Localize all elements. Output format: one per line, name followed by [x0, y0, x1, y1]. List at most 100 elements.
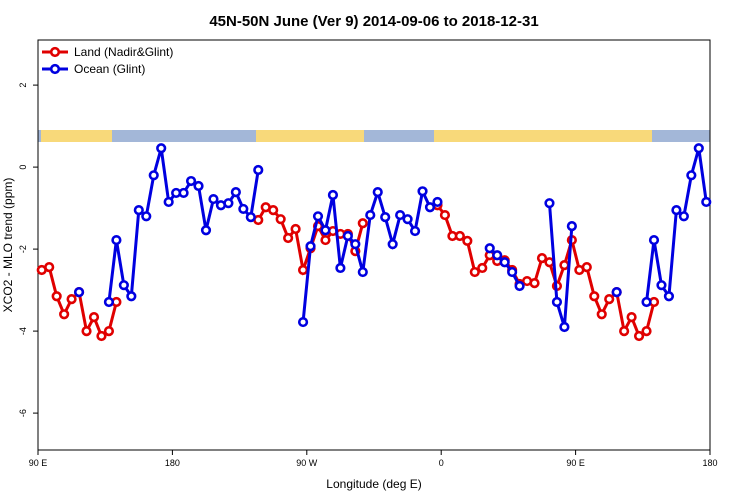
data-point — [596, 309, 607, 320]
data-point — [633, 330, 645, 342]
data-point — [499, 257, 510, 268]
data-point — [514, 280, 525, 292]
data-point — [454, 230, 465, 242]
data-point — [103, 296, 115, 308]
data-point — [223, 198, 234, 209]
x-tick-label: 90 E — [566, 458, 585, 468]
data-point — [559, 321, 570, 333]
data-point — [350, 239, 361, 250]
data-point — [626, 312, 637, 323]
data-point — [656, 280, 667, 291]
data-point — [118, 280, 129, 291]
series-line — [107, 147, 708, 328]
data-point — [148, 170, 159, 181]
legend-label: Land (Nadir&Glint) — [74, 45, 173, 59]
y-tick-label: 0 — [18, 165, 28, 170]
data-point — [671, 205, 682, 216]
data-point — [193, 180, 204, 192]
data-point — [163, 196, 174, 208]
data-point — [59, 309, 70, 320]
y-axis-label: XCO2 - MLO trend (ppm) — [1, 178, 15, 313]
data-point — [648, 234, 660, 246]
data-point — [619, 326, 630, 337]
data-point — [469, 266, 480, 278]
data-point — [492, 250, 503, 261]
data-point — [200, 225, 212, 236]
y-tick-label: -2 — [18, 245, 28, 253]
data-point — [290, 223, 301, 235]
data-point — [342, 230, 353, 242]
data-point — [238, 203, 249, 215]
data-point — [544, 198, 555, 209]
chart-title: 45N-50N June (Ver 9) 2014-09-06 to 2018-… — [209, 13, 538, 30]
data-point — [432, 196, 443, 208]
data-point — [275, 214, 286, 225]
data-point — [357, 218, 368, 229]
legend-marker — [49, 63, 61, 75]
x-tick-label: 0 — [439, 458, 444, 468]
data-point — [477, 262, 488, 274]
data-point — [297, 316, 309, 328]
x-axis-label: Longitude (deg E) — [326, 477, 421, 491]
data-point — [686, 170, 697, 181]
data-point — [320, 234, 331, 246]
x-tick-label: 90 E — [29, 458, 48, 468]
data-point — [484, 243, 495, 254]
data-point — [305, 241, 316, 252]
data-point — [507, 266, 518, 278]
data-point — [51, 291, 62, 302]
data-point — [611, 287, 622, 298]
data-point — [245, 212, 256, 223]
data-point — [402, 214, 413, 225]
legend-label: Ocean (Glint) — [74, 62, 145, 76]
data-point — [424, 202, 436, 213]
data-point — [693, 143, 704, 154]
data-point — [641, 326, 652, 337]
data-point — [395, 209, 406, 221]
land-ocean-strip — [38, 130, 710, 142]
data-point — [536, 253, 548, 264]
data-point — [701, 196, 712, 208]
data-point — [111, 234, 122, 246]
data-point — [268, 205, 279, 216]
data-point — [372, 187, 383, 198]
data-point — [566, 221, 577, 232]
y-tick-label: -6 — [18, 409, 28, 417]
x-tick-label: 90 W — [296, 458, 318, 468]
x-tick-label: 180 — [165, 458, 180, 468]
data-point — [529, 278, 540, 289]
data-point — [551, 296, 563, 308]
data-point — [462, 235, 473, 246]
data-point — [81, 326, 92, 337]
data-point — [185, 175, 197, 187]
data-point — [141, 211, 152, 222]
data-point — [44, 262, 55, 273]
data-point — [663, 291, 675, 302]
data-point — [133, 205, 144, 216]
data-point — [357, 266, 368, 278]
data-point — [178, 187, 189, 199]
data-point — [103, 326, 115, 337]
data-point — [589, 291, 600, 302]
data-point — [581, 262, 592, 273]
data-point — [327, 189, 339, 201]
data-point — [439, 209, 451, 221]
data-point — [230, 187, 241, 198]
data-point — [320, 225, 331, 236]
data-point — [312, 211, 324, 222]
data-point — [297, 264, 309, 276]
data-point — [365, 209, 376, 221]
data-point — [417, 186, 428, 197]
data-point — [88, 312, 100, 323]
data-point — [156, 143, 167, 154]
data-point — [380, 212, 391, 223]
plot-frame — [37, 39, 711, 451]
data-point — [96, 330, 107, 342]
data-point — [66, 294, 77, 305]
data-point — [641, 296, 652, 308]
data-point — [387, 239, 398, 250]
data-point — [409, 225, 421, 237]
x-tick-label: 180 — [702, 458, 717, 468]
data-point — [678, 211, 689, 222]
